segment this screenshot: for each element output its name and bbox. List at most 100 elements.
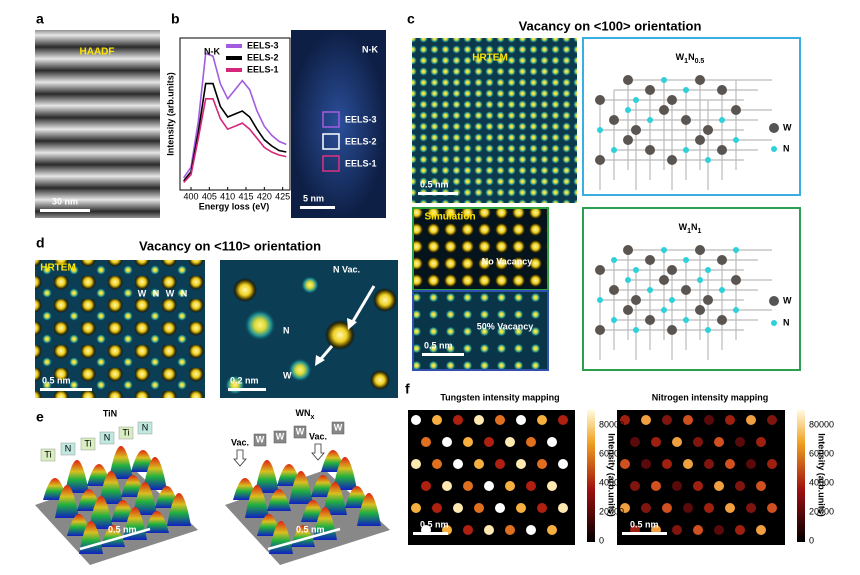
- n-atom: [697, 277, 703, 283]
- x-tick-label: 410: [220, 191, 235, 201]
- simulation-image: [412, 290, 549, 371]
- peak: [357, 493, 381, 526]
- w-atom: [595, 155, 605, 165]
- atom-blob: [373, 288, 397, 312]
- w-atom: [623, 135, 633, 145]
- colorbar-ticks: 80000 60000 40000 20000 0 80000 60000 40000 2000…: [599, 419, 834, 545]
- n-atom: [661, 77, 667, 83]
- legend-label: W: [783, 295, 792, 305]
- legend-label: EELS-2: [247, 52, 279, 62]
- surface-peaks: [43, 446, 381, 554]
- w-atom: [645, 145, 655, 155]
- atom-tag-label: W: [296, 426, 305, 436]
- atom-blob: [370, 370, 390, 390]
- arrow-head: [315, 355, 325, 366]
- intensity-dot: [704, 503, 714, 513]
- atom-blob: [288, 358, 312, 382]
- intensity-dot: [526, 525, 536, 535]
- intensity-dot: [474, 459, 484, 469]
- n-atom: [719, 287, 725, 293]
- intensity-dot: [683, 415, 693, 425]
- scale-bar: [622, 532, 667, 535]
- scale-bar: [79, 527, 151, 551]
- intensity-dot: [756, 481, 766, 491]
- intensity-dot: [756, 525, 766, 535]
- intensity-dot: [651, 481, 661, 491]
- w-atom: [681, 115, 691, 125]
- intensity-dot: [683, 503, 693, 513]
- intensity-dot: [516, 459, 526, 469]
- atom-label: W: [283, 370, 292, 380]
- peak: [255, 460, 279, 493]
- x-tick-label: 405: [202, 191, 217, 201]
- w-atom: [703, 125, 713, 135]
- n-atom: [683, 147, 689, 153]
- panel-title: Vacancy on <100> orientation: [519, 18, 702, 33]
- scale-text: 0.5 nm: [420, 519, 449, 529]
- intensity-dot: [421, 481, 431, 491]
- scale-text: 0.5 nm: [630, 519, 659, 529]
- w-atom: [717, 145, 727, 155]
- intensity-dot: [746, 459, 756, 469]
- intensity-dot: [704, 459, 714, 469]
- intensity-dot: [505, 525, 515, 535]
- intensity-dot: [495, 459, 505, 469]
- n-atom: [733, 137, 739, 143]
- w-atom: [609, 115, 619, 125]
- formula: W1N0.5: [676, 52, 705, 64]
- image-label: No Vacancy: [482, 256, 533, 266]
- panel-label: e: [36, 409, 44, 425]
- atom-tag: [273, 430, 287, 444]
- vacancy-arrow: [311, 443, 325, 461]
- colorbar-tick: 80000: [599, 419, 624, 429]
- intensity-dot: [526, 481, 536, 491]
- peak: [323, 482, 347, 515]
- n-atom: [647, 287, 653, 293]
- tungsten-map: [408, 410, 575, 545]
- intensity-dot: [756, 437, 766, 447]
- haadf-image: [35, 30, 160, 218]
- atom-blob: [301, 276, 319, 294]
- zoom-atoms: [225, 276, 397, 395]
- intensity-dot: [432, 503, 442, 513]
- panel-label: f: [405, 381, 410, 397]
- colorbar-label: Intensity (arb.units): [817, 433, 827, 517]
- intensity-dot: [484, 525, 494, 535]
- panel-label: d: [36, 235, 45, 251]
- intensity-dot: [746, 415, 756, 425]
- panel-label: c: [407, 11, 415, 27]
- series-line: [183, 98, 287, 183]
- w-atom: [731, 105, 741, 115]
- colorbar-tick: 40000: [809, 477, 834, 487]
- legend-w: [769, 123, 779, 133]
- formula-part: W: [679, 222, 688, 232]
- peak: [333, 457, 357, 490]
- image-label: HRTEM: [40, 263, 76, 274]
- intensity-dot: [411, 459, 421, 469]
- intensity-dot: [672, 481, 682, 491]
- w-atom: [659, 275, 669, 285]
- intensity-dot: [725, 415, 735, 425]
- intensity-dot: [767, 415, 777, 425]
- intensity-dot: [693, 525, 703, 535]
- atom-tag: [331, 421, 345, 435]
- scale-text: 5 nm: [303, 193, 324, 203]
- atom-tag-label: W: [334, 422, 343, 432]
- colorbar-tick: 0: [809, 535, 814, 545]
- intensity-dot: [495, 503, 505, 513]
- atom-tag-label: W: [276, 431, 285, 441]
- intensity-dot: [767, 459, 777, 469]
- peak: [289, 471, 313, 504]
- atom-tag-label: Ti: [84, 438, 91, 448]
- w-atom: [623, 305, 633, 315]
- w-atom: [681, 285, 691, 295]
- x-axis-label: Energy loss (eV): [199, 201, 270, 211]
- n-atom: [669, 297, 675, 303]
- peak: [65, 460, 89, 493]
- intensity-dot: [725, 459, 735, 469]
- w-atom: [595, 265, 605, 275]
- atom-tag: [253, 433, 267, 447]
- model-box: [582, 37, 801, 196]
- legend-w: [769, 296, 779, 306]
- peak: [133, 482, 157, 515]
